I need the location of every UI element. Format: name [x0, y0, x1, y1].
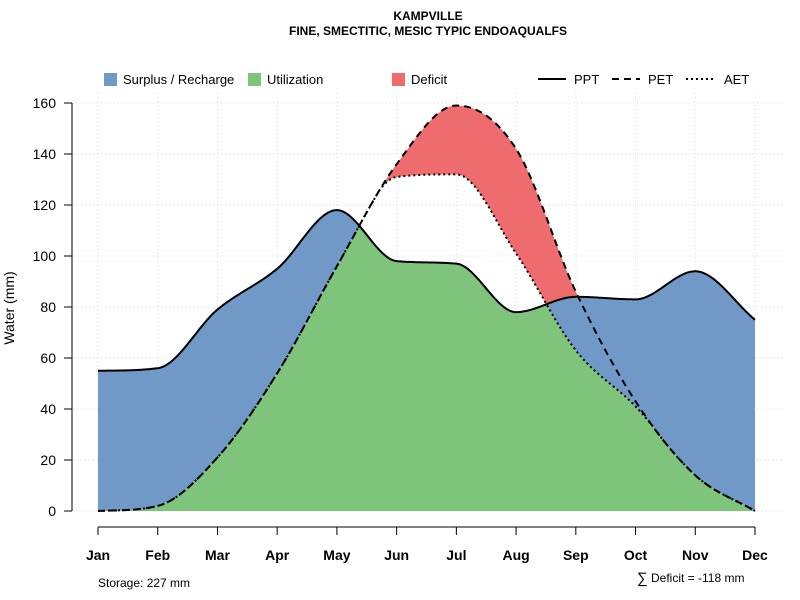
series-line-pet [97, 104, 756, 512]
x-tick-label-sep: Sep [563, 547, 589, 563]
x-tick-label-jul: Jul [446, 547, 466, 563]
x-tick-label-mar: Mar [205, 547, 230, 563]
x-tick-label-nov: Nov [682, 547, 709, 563]
legend-label-aet: AET [724, 72, 749, 87]
x-tick-label-feb: Feb [145, 547, 170, 563]
series-lines [97, 104, 756, 512]
x-tick-label-may: May [323, 547, 350, 563]
legend-label-deficit: Deficit [411, 72, 448, 87]
legend-label-surplus: Surplus / Recharge [123, 72, 234, 87]
series-line-ppt [97, 209, 756, 372]
x-tick-label-jun: Jun [384, 547, 409, 563]
legend: Surplus / Recharge Utilization Deficit P… [104, 72, 749, 87]
series-line-aet [97, 173, 756, 512]
chart-title: KAMPVILLE [393, 9, 462, 23]
area-fills [98, 105, 755, 512]
y-tick-label: 20 [40, 452, 56, 468]
x-tick-label-jan: Jan [86, 547, 110, 563]
legend-swatch-deficit [392, 73, 405, 86]
legend-swatch-surplus [104, 73, 117, 86]
y-tick-label: 40 [40, 401, 56, 417]
sum-symbol-icon: ∑ [637, 570, 648, 587]
y-tick-label: 100 [33, 248, 57, 264]
y-axis-title: Water (mm) [1, 271, 17, 344]
deficit-annotation: Deficit = -118 mm [651, 571, 744, 585]
chart-subtitle: FINE, SMECTITIC, MESIC TYPIC ENDOAQUALFS [289, 24, 567, 38]
legend-swatch-utilization [248, 73, 261, 86]
storage-annotation: Storage: 227 mm [98, 576, 190, 590]
x-tick-label-oct: Oct [624, 547, 648, 563]
y-tick-label: 160 [33, 95, 57, 111]
utilization-area [98, 226, 755, 511]
x-tick-label-apr: Apr [265, 547, 290, 563]
y-tick-label: 80 [40, 299, 56, 315]
y-tick-label: 140 [33, 146, 57, 162]
legend-label-utilization: Utilization [267, 72, 323, 87]
surplus-recharge-area [98, 210, 755, 511]
y-tick-label: 120 [33, 197, 57, 213]
legend-label-pet: PET [648, 72, 673, 87]
axes: 0 20 40 60 80 100 120 140 160 Jan Feb Mar Apr May Jun J… [33, 95, 768, 563]
x-tick-label-aug: Aug [502, 547, 529, 563]
y-tick-label: 0 [48, 503, 56, 519]
legend-label-ppt: PPT [574, 72, 599, 87]
x-tick-label-dec: Dec [742, 547, 768, 563]
y-tick-label: 60 [40, 350, 56, 366]
